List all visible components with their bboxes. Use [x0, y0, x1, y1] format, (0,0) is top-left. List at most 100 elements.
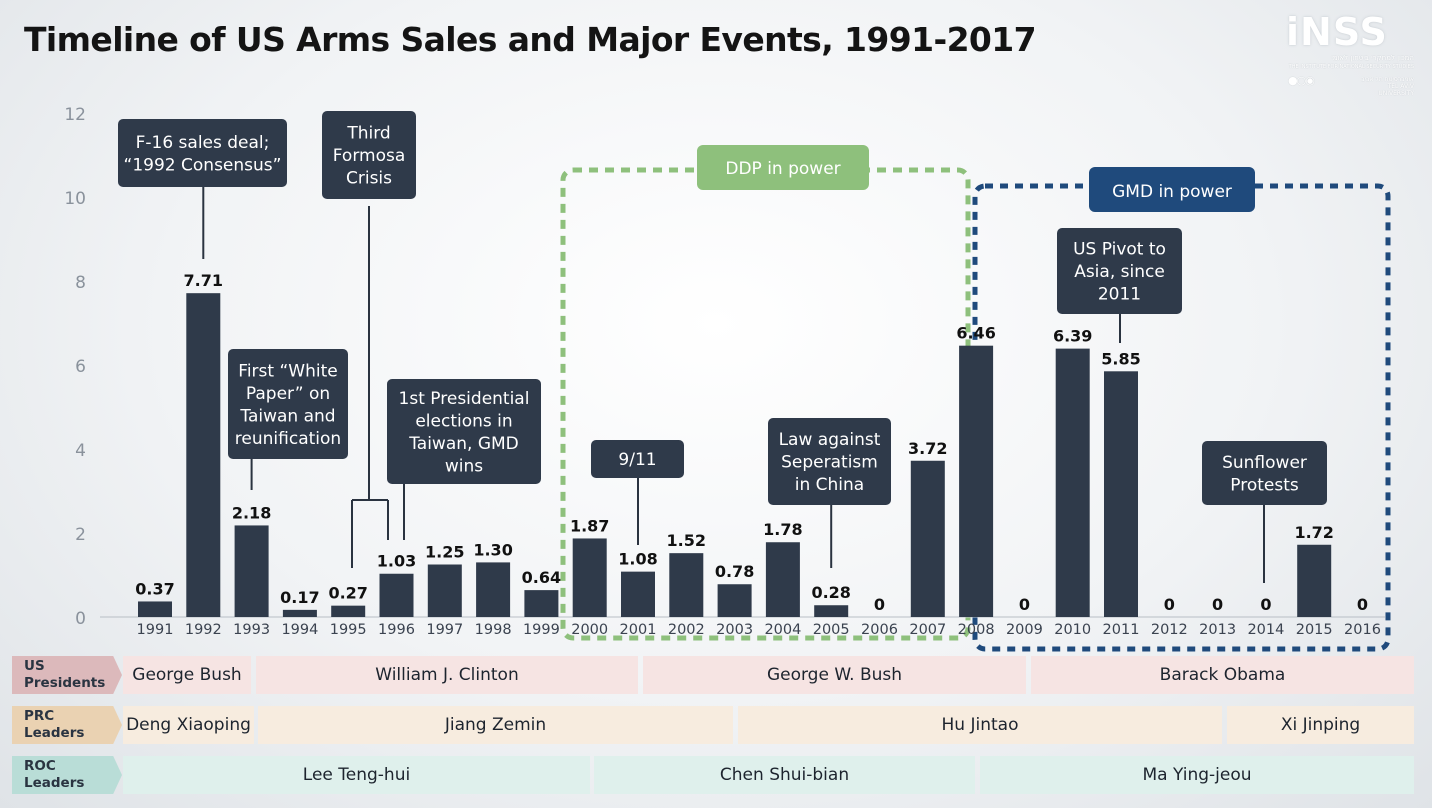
x-tick-label: 2011	[1103, 622, 1140, 638]
bar	[234, 525, 269, 617]
x-tick-label: 1999	[523, 622, 560, 638]
annotation-text: 9/11	[618, 450, 656, 470]
annotation-box	[387, 379, 541, 484]
value-label: 0	[1357, 595, 1368, 614]
annotation-text-line: Taiwan and	[239, 406, 335, 426]
x-tick-label: 2012	[1151, 622, 1188, 638]
annotation-text: Sunflower Protests	[1222, 453, 1307, 496]
timeline-cell: Hu Jintao	[738, 706, 1222, 744]
annotation-text-line: Formosa	[333, 146, 406, 166]
annotation-box	[118, 119, 287, 187]
x-tick-label: 2003	[716, 622, 753, 638]
region-label: DDP in power	[725, 159, 840, 179]
bar	[476, 562, 511, 617]
timeline-cell: George W. Bush	[643, 656, 1026, 694]
annotation-text: 1st Presidential elections in Taiwan, GMD w…	[399, 389, 530, 477]
value-label: 0	[1164, 595, 1175, 614]
bar	[1297, 544, 1332, 617]
bar	[669, 553, 704, 617]
bar	[282, 609, 317, 617]
x-tick-label: 2008	[958, 622, 995, 638]
x-tick-label: 2014	[1247, 622, 1284, 638]
annotation-text-line: Seperatism	[781, 453, 878, 473]
region-label-box	[697, 145, 869, 190]
annotation-text-line: Law against	[779, 430, 881, 450]
y-tick-label: 12	[64, 105, 86, 125]
bar	[427, 564, 462, 617]
x-tick-label: 2007	[909, 622, 946, 638]
x-tick-label: 2005	[813, 622, 850, 638]
value-label: 3.72	[908, 439, 947, 458]
bar	[621, 571, 655, 617]
annotation-text-line: F-16 sales deal;	[136, 133, 270, 153]
annotation-box	[1057, 228, 1182, 314]
logo-wordmark: iNSS	[1286, 10, 1388, 54]
timeline-cell: Chen Shui-bian	[594, 756, 975, 794]
value-label: 0.64	[522, 568, 561, 587]
annotation-text-line: US Pivot to	[1073, 240, 1166, 260]
logo-line-1: המכון למחקרי ביטחון לאומי	[1331, 54, 1414, 62]
annotation-text-line: 1st Presidential	[399, 389, 530, 409]
annotation-text: Law against Seperatism in China	[779, 430, 881, 495]
timeline-cell: Barack Obama	[1031, 656, 1414, 694]
x-tick-label: 1997	[426, 622, 463, 638]
y-tick-label: 8	[75, 273, 86, 293]
timeline-cell: William J. Clinton	[256, 656, 638, 694]
value-label: 0.78	[715, 562, 754, 581]
value-label: 1.52	[667, 531, 706, 550]
annotation-text-line: Asia, since	[1074, 262, 1165, 282]
bar	[524, 590, 559, 617]
bar	[1055, 348, 1090, 617]
annotation-text-line: wins	[445, 456, 483, 476]
annotation-text-line: Sunflower	[1222, 453, 1307, 473]
annotation-text-line: “1992 Consensus”	[124, 155, 282, 175]
y-tick-label: 4	[75, 441, 86, 461]
x-tick-label: 2013	[1199, 622, 1236, 638]
timeline-cell: Lee Teng-hui	[123, 756, 590, 794]
x-tick-label: 2000	[571, 622, 608, 638]
x-tick-label: 2015	[1296, 622, 1333, 638]
x-tick-label: 1991	[137, 622, 174, 638]
value-label: 1.25	[425, 543, 464, 562]
bar	[814, 605, 849, 617]
value-label: 0	[874, 595, 885, 614]
timeline-cell: George Bush	[123, 656, 251, 694]
value-label: 0.17	[280, 588, 319, 607]
annotation-text-line: Taiwan, GMD	[408, 434, 519, 454]
value-label: 6.39	[1053, 327, 1092, 346]
timeline-row-label: ROC Leaders	[12, 756, 122, 794]
value-label: 0	[1260, 595, 1271, 614]
value-label: 7.71	[184, 271, 223, 290]
logo-circles-icon: ●○◉	[1288, 74, 1315, 87]
x-tick-label: 1996	[378, 622, 415, 638]
x-tick-label: 1993	[233, 622, 270, 638]
y-tick-label: 2	[75, 525, 86, 545]
y-tick-label: 6	[75, 357, 86, 377]
annotation-box	[768, 418, 891, 505]
annotation-text-line: elections in	[415, 411, 512, 431]
annotation-text: US Pivot to Asia, since 2011	[1073, 240, 1166, 305]
value-label: 0.28	[811, 583, 850, 602]
y-tick-label: 0	[75, 609, 86, 629]
chart-title: Timeline of US Arms Sales and Major Even…	[24, 20, 1037, 59]
timeline-cell: Xi Jinping	[1227, 706, 1414, 744]
timeline-cell: Jiang Zemin	[258, 706, 733, 744]
bar	[959, 345, 994, 617]
value-label: 0	[1212, 595, 1223, 614]
annotation-box	[228, 349, 348, 459]
annotation-text-line: reunification	[235, 429, 341, 449]
logo-line-2: THE INSTITUTE FOR NATIONAL SECURITY STUD…	[1288, 64, 1414, 70]
bar	[910, 460, 945, 617]
logo-university: אוניברסיטת תל אביב TEL AVIV UNIVERSITY	[1361, 76, 1414, 97]
annotation-text-line: 9/11	[618, 450, 656, 470]
bar	[138, 601, 172, 617]
value-label: 1.30	[473, 540, 512, 559]
x-tick-label: 1994	[281, 622, 318, 638]
annotation-text-line: First “White	[238, 361, 337, 381]
region-label: GMD in power	[1112, 182, 1232, 202]
x-tick-label: 2010	[1054, 622, 1091, 638]
bar	[717, 584, 752, 617]
value-label: 1.08	[618, 550, 657, 569]
value-label: 0.37	[135, 579, 174, 598]
value-label: 0.27	[328, 584, 367, 603]
